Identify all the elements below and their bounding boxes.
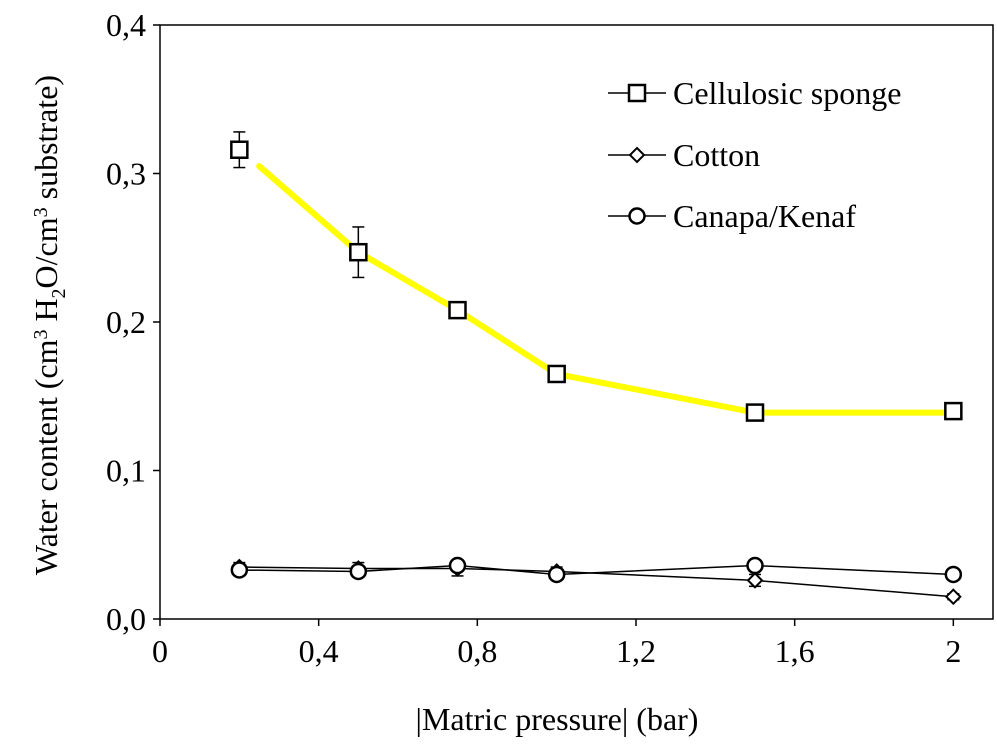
legend-label: Canapa/Kenaf: [673, 198, 856, 234]
series-square: [230, 131, 963, 422]
fit-line: [256, 163, 957, 416]
legend-marker: [628, 146, 646, 164]
x-tick-label: 0,8: [457, 633, 497, 669]
legend: Cellulosic sponge Cotton Canapa/Kenaf: [608, 75, 901, 234]
data-point: [349, 562, 368, 581]
x-axis-label: |Matric pressure| (bar): [416, 701, 699, 737]
legend-marker: [627, 83, 647, 103]
series-circle: [230, 556, 963, 584]
y-tick-label: 0,4: [106, 7, 146, 43]
data-point: [448, 556, 467, 575]
legend-entry: Cellulosic sponge: [608, 75, 901, 111]
series-line: [239, 564, 954, 576]
x-tick-label: 1,6: [775, 633, 815, 669]
data-point: [746, 556, 764, 575]
data-point: [944, 401, 963, 421]
data-point: [944, 588, 962, 606]
series-diamond: [230, 558, 962, 606]
y-tick-label: 0,3: [106, 156, 146, 192]
data-point: [944, 565, 963, 584]
axes: 0 0,4 0,8 1,2 1,6 2 0,0 0,1 0,2 0,3 0,4: [106, 7, 994, 669]
y-axis-label: Water content (cm3 H2O/cm3 substrate): [28, 75, 70, 575]
data-point: [745, 403, 765, 422]
fit-line-group: [256, 163, 957, 416]
data-point: [547, 364, 566, 384]
x-tick-label: 2: [945, 633, 961, 669]
legend-entry: Cotton: [608, 137, 760, 173]
series-group: [230, 131, 963, 606]
x-tick-label: 0: [152, 633, 168, 669]
data-point: [349, 242, 368, 262]
plot-frame: [159, 24, 994, 620]
x-tick-label: 1,2: [616, 633, 656, 669]
x-tick-label: 0,4: [299, 633, 339, 669]
legend-label: Cellulosic sponge: [673, 75, 901, 111]
y-tick-label: 0,0: [106, 601, 146, 637]
data-point: [547, 565, 566, 584]
data-point: [746, 571, 764, 589]
legend-entry: Canapa/Kenaf: [608, 198, 856, 234]
data-point: [230, 140, 249, 159]
data-point: [230, 561, 249, 579]
y-tick-label: 0,2: [106, 304, 146, 340]
data-point: [448, 300, 467, 320]
legend-label: Cotton: [673, 137, 760, 173]
y-tick-label: 0,1: [106, 453, 146, 489]
legend-marker: [628, 207, 646, 225]
